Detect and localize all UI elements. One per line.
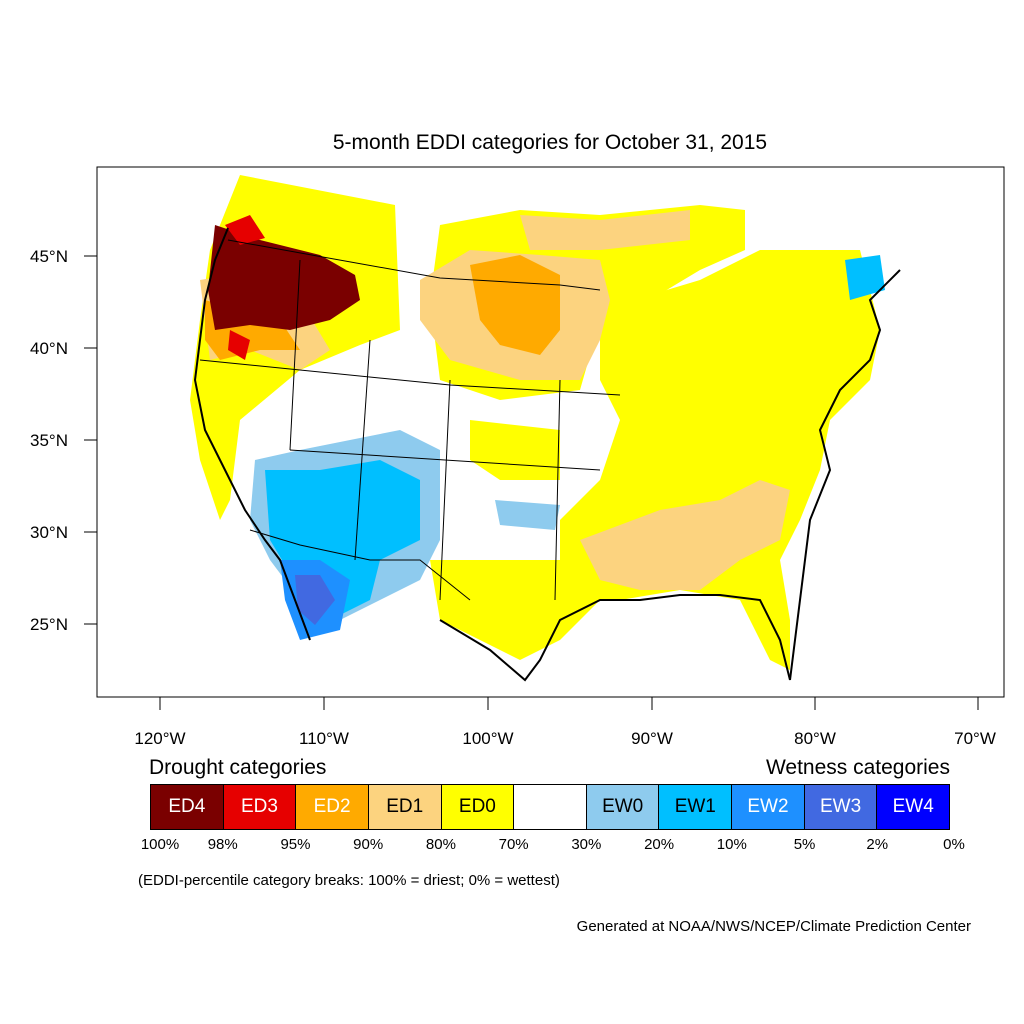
east-coastline (789, 269, 901, 681)
state-line (289, 259, 301, 451)
legend-swatch-ed4: ED4 (151, 785, 224, 829)
percentile-label: 100% (140, 836, 180, 853)
coastlines (193, 227, 901, 682)
drought-categories-heading: Drought categories (149, 756, 327, 779)
legend-swatch-neutral (514, 785, 587, 829)
lat-label: 30°N (30, 523, 68, 542)
legend-swatch-ew3: EW3 (804, 785, 878, 829)
percentile-label: 80% (425, 836, 456, 853)
percentile-label: 2% (866, 836, 889, 853)
ew3-region-sonora (295, 575, 335, 625)
map-frame (96, 166, 1005, 698)
legend-swatch-ed3: ED3 (223, 785, 297, 829)
lon-label: 120°W (134, 729, 185, 748)
ed3-region-pacific-northwest (225, 215, 265, 245)
legend-swatch-ew2: EW2 (732, 785, 805, 829)
ed4-region-pacific-northwest (208, 225, 360, 330)
political-borders (199, 239, 621, 601)
ed0-region-east (560, 250, 880, 670)
axis-ticks (84, 255, 979, 710)
percentile-label: 0% (943, 836, 965, 853)
lon-label: 110°W (299, 729, 349, 748)
ew1-region-great-lakes (845, 255, 885, 300)
ed3-region-oregon-fringe (228, 330, 250, 360)
legend-swatch-ew4: EW4 (877, 785, 950, 829)
legend-swatch-ed0: ED0 (441, 785, 515, 829)
state-line (199, 359, 621, 396)
category-fill-areas (190, 175, 885, 670)
percentile-label: 90% (353, 836, 384, 853)
state-line (554, 379, 561, 601)
legend-swatch-ed2: ED2 (296, 785, 369, 829)
longitude-labels: 120°W 110°W 100°W 90°W 80°W 70°W (134, 729, 995, 748)
lat-label: 45°N (30, 247, 68, 266)
percentile-label: 5% (793, 836, 816, 853)
percentile-label: 30% (571, 836, 602, 853)
percentile-label: 20% (644, 836, 675, 853)
lat-label: 25°N (30, 615, 68, 634)
state-line (289, 449, 601, 471)
category-breaks-note: (EDDI-percentile category breaks: 100% =… (138, 872, 560, 889)
lat-label: 35°N (30, 431, 68, 450)
ed1-region-north-canada (520, 210, 690, 250)
mexico-border (249, 529, 471, 601)
west-coastline (193, 227, 311, 641)
gulf-coastline (439, 594, 791, 682)
wetness-categories-heading: Wetness categories (765, 756, 950, 779)
ed0-region-central (470, 420, 560, 480)
lon-label: 90°W (631, 729, 673, 748)
ed1-region-south (580, 480, 790, 590)
ed0-region-south-texas (430, 560, 600, 660)
latitude-labels: 45°N 40°N 35°N 30°N 25°N (30, 247, 68, 634)
lon-label: 80°W (794, 729, 836, 748)
ed2-region-dakotas (470, 255, 560, 355)
percentile-label: 95% (280, 836, 311, 853)
legend-swatch-ew0: EW0 (586, 785, 660, 829)
canada-border (227, 239, 601, 291)
lon-label: 70°W (954, 729, 996, 748)
percentile-label: 98% (207, 836, 238, 853)
legend-swatch-ed1: ED1 (368, 785, 442, 829)
eddi-map: 45°N 40°N 35°N 30°N 25°N 120°W 110°W 100… (30, 166, 1005, 748)
state-line (439, 379, 451, 601)
percentile-label: 70% (498, 836, 529, 853)
ew0-region-oklahoma (495, 500, 560, 530)
credit-line: Generated at NOAA/NWS/NCEP/Climate Predi… (576, 918, 971, 935)
map-title: 5-month EDDI categories for October 31, … (332, 131, 768, 154)
percentile-labels: 100% 98% 95% 90% 80% 70% 30% 20% 10% 5% 2% 0% (0, 836, 1024, 858)
percentile-label: 10% (716, 836, 747, 853)
category-legend: ED4 ED3 ED2 ED1 ED0 EW0 EW1 EW2 EW3 EW4 (150, 784, 950, 830)
legend-swatch-ew1: EW1 (659, 785, 733, 829)
lon-label: 100°W (462, 729, 513, 748)
lat-label: 40°N (30, 339, 68, 358)
